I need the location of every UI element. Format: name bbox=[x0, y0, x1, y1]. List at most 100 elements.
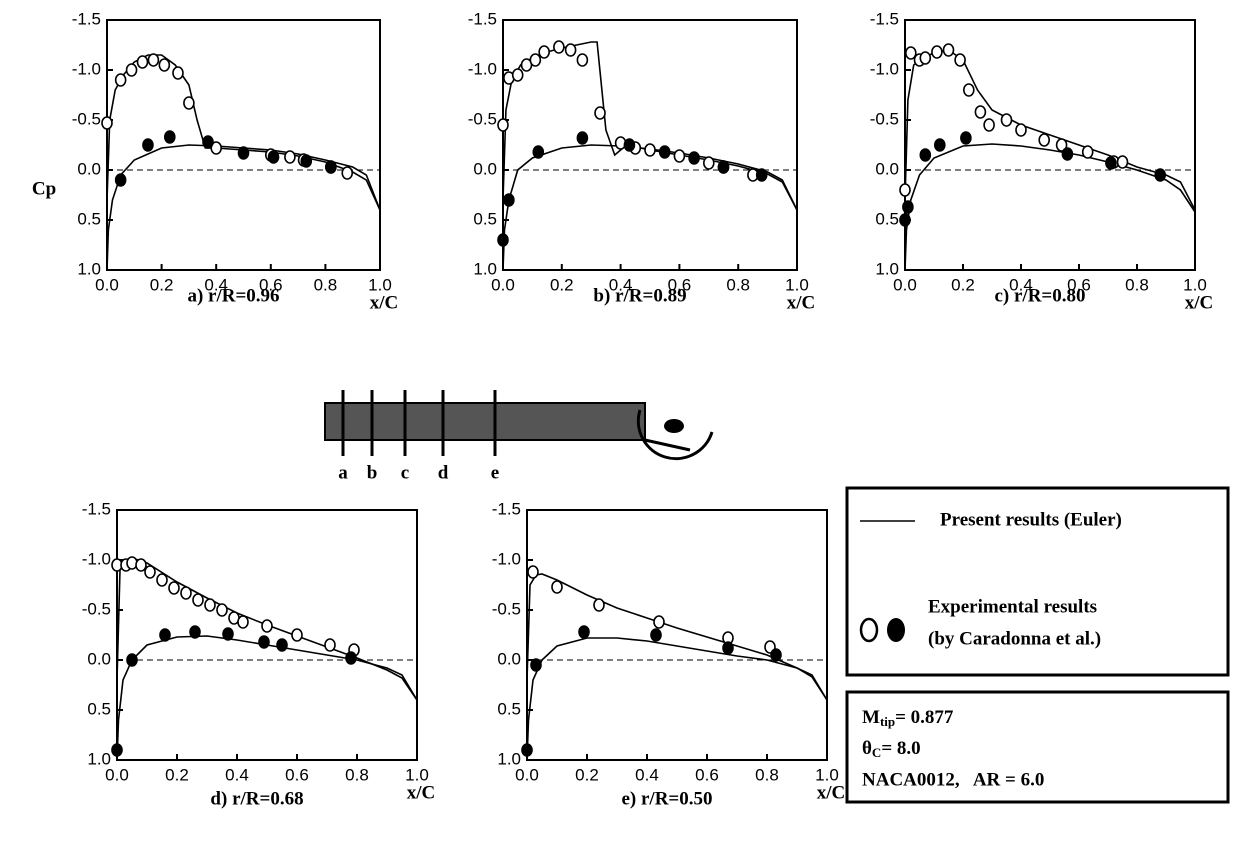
open-marker bbox=[135, 558, 147, 572]
euler-curve bbox=[502, 41, 798, 211]
open-marker bbox=[962, 83, 975, 97]
y-tick-label: 0.5 bbox=[77, 209, 101, 228]
x-axis-label: x/C bbox=[817, 782, 846, 803]
open-marker bbox=[527, 565, 539, 579]
open-marker bbox=[1081, 145, 1094, 159]
filled-marker bbox=[222, 627, 234, 641]
x-tick-label: 1.0 bbox=[815, 765, 839, 784]
open-marker bbox=[538, 45, 550, 59]
y-tick-label: -0.5 bbox=[870, 109, 899, 128]
legend-label: (by Caradonna et al.) bbox=[928, 628, 1101, 649]
filled-marker bbox=[114, 173, 127, 187]
open-marker bbox=[594, 106, 606, 120]
x-tick-label: 0.2 bbox=[550, 275, 574, 294]
filled-marker bbox=[623, 138, 636, 152]
filled-marker bbox=[532, 145, 545, 159]
section-label: c bbox=[401, 462, 409, 483]
open-marker bbox=[954, 53, 966, 67]
param-sub: tip bbox=[880, 714, 895, 729]
open-marker bbox=[1116, 155, 1129, 169]
x-tick-label: 0.4 bbox=[204, 275, 228, 294]
filled-marker bbox=[960, 131, 972, 145]
legend-label: Present results (Euler) bbox=[940, 509, 1122, 530]
y-tick-label: -1.5 bbox=[870, 9, 899, 28]
x-tick-label: 1.0 bbox=[1183, 275, 1207, 294]
x-tick-label: 0.4 bbox=[1009, 275, 1033, 294]
chart: -1.5-1.0-0.50.00.51.00.0 0.2 0.4 0.6 0.8 1.0x… bbox=[492, 499, 846, 809]
open-marker bbox=[593, 598, 605, 612]
filled-marker bbox=[111, 743, 123, 757]
caption: d) r/R=0.68 bbox=[210, 788, 303, 809]
euler-curve bbox=[904, 49, 1196, 211]
y-tick-label: -1.5 bbox=[468, 9, 497, 28]
euler-curve bbox=[526, 637, 828, 761]
caption: c) r/R=0.80 bbox=[994, 285, 1085, 306]
open-marker bbox=[147, 53, 160, 67]
open-marker bbox=[497, 118, 509, 132]
x-tick-label: 1.0 bbox=[368, 275, 392, 294]
y-tick-label: 0.5 bbox=[497, 699, 521, 718]
open-marker bbox=[291, 628, 303, 642]
filled-marker bbox=[521, 743, 533, 757]
open-marker bbox=[284, 150, 296, 164]
open-marker bbox=[702, 156, 715, 170]
open-marker bbox=[125, 63, 138, 77]
filled-marker bbox=[933, 138, 946, 152]
x-tick-label: 0.4 bbox=[635, 765, 659, 784]
filled-marker bbox=[237, 146, 250, 160]
y-tick-label: 0.5 bbox=[875, 209, 899, 228]
open-marker bbox=[551, 580, 563, 594]
filled-marker bbox=[258, 635, 270, 649]
x-tick-label: 0.8 bbox=[314, 275, 338, 294]
open-marker bbox=[1055, 138, 1068, 152]
filled-marker bbox=[159, 628, 171, 642]
section-label: d bbox=[438, 462, 449, 483]
y-tick-label: -1.0 bbox=[492, 549, 521, 568]
legend: Present results (Euler) Experimental res… bbox=[845, 486, 1230, 677]
euler-curve bbox=[106, 144, 381, 271]
filled-marker bbox=[755, 168, 768, 182]
y-tick-label: -1.0 bbox=[72, 59, 101, 78]
blade-diagram bbox=[324, 402, 714, 461]
filled-marker bbox=[919, 148, 932, 162]
section-label: e bbox=[491, 462, 499, 483]
open-marker bbox=[564, 43, 577, 57]
x-tick-label: 0.0 bbox=[893, 275, 917, 294]
y-axis-label: Cp bbox=[32, 178, 56, 199]
euler-curve bbox=[106, 54, 381, 211]
filled-marker bbox=[267, 150, 280, 164]
x-axis-label: x/C bbox=[370, 292, 399, 313]
filled-marker bbox=[276, 638, 288, 652]
open-marker bbox=[114, 73, 127, 87]
euler-curve bbox=[526, 573, 828, 701]
param: NACA0012, AR = 6.0 bbox=[862, 769, 1044, 790]
x-tick-label: 0.6 bbox=[1067, 275, 1091, 294]
open-marker bbox=[553, 40, 565, 54]
filled-marker bbox=[189, 625, 201, 639]
x-tick-label: 0.2 bbox=[165, 765, 189, 784]
section-label: b bbox=[367, 462, 378, 483]
filled-marker bbox=[126, 653, 138, 667]
legend-box bbox=[845, 486, 1230, 677]
open-marker bbox=[904, 46, 917, 60]
filled-marker bbox=[300, 154, 313, 168]
y-tick-label: 0.0 bbox=[875, 159, 899, 178]
open-marker bbox=[136, 55, 149, 69]
filled-marker bbox=[770, 648, 782, 662]
open-marker bbox=[673, 149, 686, 163]
y-tick-label: -1.5 bbox=[492, 499, 521, 518]
param: Mtip= 0.877 bbox=[862, 707, 954, 729]
open-marker bbox=[942, 43, 955, 57]
open-marker bbox=[210, 141, 222, 155]
y-tick-label: -1.5 bbox=[82, 499, 111, 518]
y-tick-label: 0.0 bbox=[77, 159, 101, 178]
y-tick-label: -1.0 bbox=[468, 59, 497, 78]
parameters: Mtip= 0.877 θC= 8.0 NACA0012, AR = 6.0 bbox=[845, 690, 1230, 804]
plot-frame bbox=[526, 509, 828, 761]
x-tick-label: 0.2 bbox=[575, 765, 599, 784]
y-tick-label: -0.5 bbox=[468, 109, 497, 128]
y-tick-label: 0.0 bbox=[473, 159, 497, 178]
x-tick-label: 0.6 bbox=[668, 275, 692, 294]
filled-marker bbox=[576, 131, 589, 145]
y-tick-label: 1.0 bbox=[77, 259, 101, 278]
